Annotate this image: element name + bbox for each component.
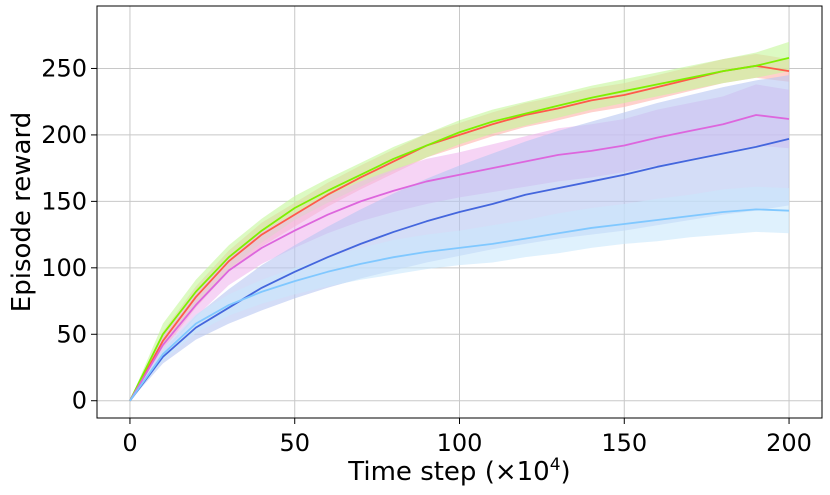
series-lines	[129, 56, 790, 402]
y-tick-label: 150	[41, 187, 87, 215]
series-5-band	[129, 186, 790, 401]
y-tick-label: 200	[41, 121, 87, 149]
confidence-bands	[129, 41, 790, 401]
y-tick-label: 100	[41, 254, 87, 282]
y-tick-label: 250	[41, 54, 87, 82]
x-tick-label: 100	[437, 429, 483, 457]
series-2-line	[129, 56, 790, 402]
series-2-band	[129, 41, 790, 401]
x-tick-label: 200	[766, 429, 812, 457]
series-3-line	[129, 114, 790, 402]
y-tick-label: 50	[56, 320, 87, 348]
y-tick-label: 0	[72, 387, 87, 415]
x-axis-label: Time step (×104)	[347, 455, 570, 487]
series-1-line	[129, 64, 790, 402]
x-tick-label: 150	[601, 429, 647, 457]
x-tick-label: 0	[122, 429, 137, 457]
y-axis-label: Episode reward	[7, 112, 37, 312]
x-tick-label: 50	[279, 429, 310, 457]
series-5-line	[129, 208, 790, 402]
axis-ticks: 0 50 100 150 200 0 50 100 150 200 250	[41, 54, 812, 457]
